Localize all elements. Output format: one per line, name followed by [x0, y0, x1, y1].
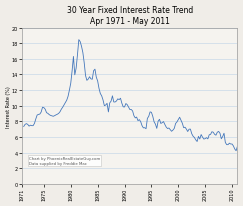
Y-axis label: Interest Rate (%): Interest Rate (%) [6, 85, 10, 127]
Title: 30 Year Fixed Interest Rate Trend
Apr 1971 - May 2011: 30 Year Fixed Interest Rate Trend Apr 19… [67, 6, 193, 26]
Text: Chart by PhoenixRealEstateGuy.com
Data supplied by Freddie Mac: Chart by PhoenixRealEstateGuy.com Data s… [29, 157, 100, 165]
